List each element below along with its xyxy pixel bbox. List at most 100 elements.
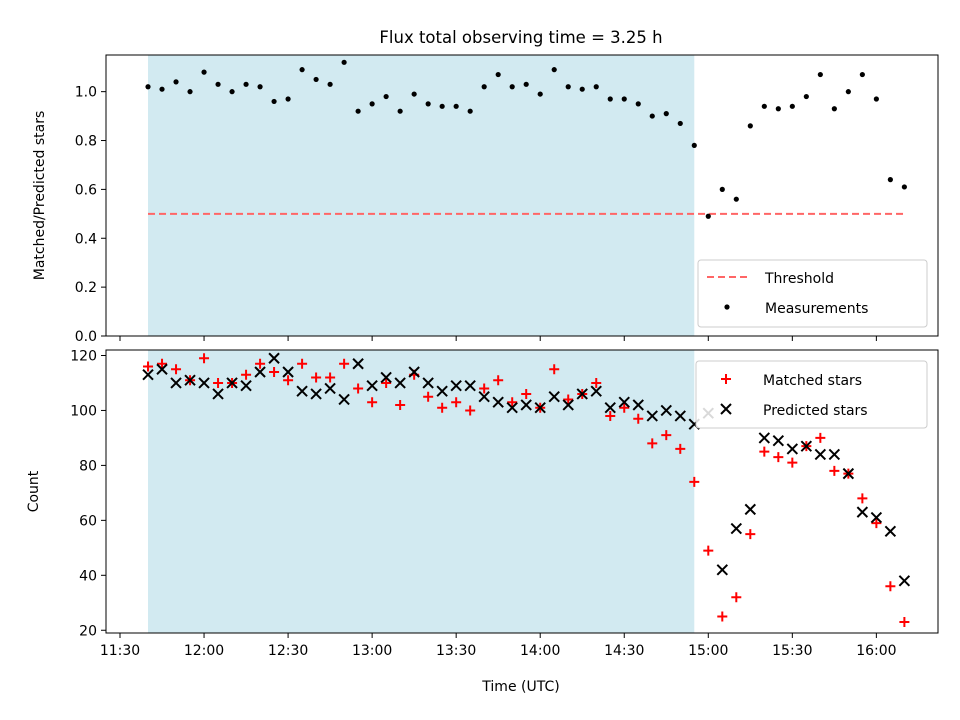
measurement-point <box>747 123 753 129</box>
legend-box <box>695 360 928 429</box>
matched-star-point <box>451 397 462 408</box>
measurement-point <box>761 103 767 109</box>
matched-star-point <box>661 430 672 441</box>
matched-star-point <box>437 402 448 413</box>
x-tick-label: 14:00 <box>520 643 560 659</box>
x-tick-label: 13:00 <box>352 643 392 659</box>
measurement-point <box>593 84 599 90</box>
matched-star-point <box>857 493 868 504</box>
predicted-star-point <box>338 393 350 406</box>
predicted-star-point <box>296 385 308 397</box>
x-tick-label: 13:30 <box>436 643 476 659</box>
matched-star-point <box>423 391 434 402</box>
matched-star-point <box>255 358 266 369</box>
matched-star-point <box>213 377 224 388</box>
measurement-point <box>229 89 235 95</box>
matched-star-point <box>871 518 882 529</box>
matched-star-point <box>269 366 280 377</box>
measurement-point <box>789 103 795 109</box>
matched-star-point <box>465 405 476 416</box>
matched-star-point <box>199 353 210 364</box>
predicted-star-point <box>884 525 897 538</box>
predicted-star-point <box>310 388 322 400</box>
predicted-star-point <box>380 371 392 384</box>
measurement-point <box>215 81 221 87</box>
matched-star-point <box>689 476 700 487</box>
axes-frame-bottom <box>105 349 939 634</box>
measurement-point <box>439 103 445 109</box>
legend-measurement-label: Measurements <box>765 301 868 317</box>
y-tick-label-top: 0.2 <box>75 280 97 296</box>
matched-star-point <box>339 358 350 369</box>
predicted-star-point <box>366 380 378 392</box>
predicted-star-point <box>352 358 364 370</box>
predicted-star-point <box>142 369 154 381</box>
predicted-star-point <box>716 564 729 576</box>
measurement-point <box>467 108 473 114</box>
predicted-star-point <box>576 388 588 400</box>
matched-star-point <box>703 545 714 556</box>
matched-star-point <box>283 375 294 386</box>
predicted-star-point <box>282 366 294 378</box>
legend-top: Threshold Measurements <box>697 259 928 328</box>
measurement-point <box>663 111 669 117</box>
matched-star-point <box>787 457 798 468</box>
measurement-point <box>621 96 627 102</box>
measurement-point <box>607 96 613 102</box>
predicted-star-point <box>520 399 532 411</box>
figure-title: Flux total observing time = 3.25 h <box>379 28 662 47</box>
measurement-point <box>845 89 851 95</box>
measurement-point <box>355 108 361 114</box>
matched-star-point <box>899 617 910 628</box>
measurement-point <box>341 59 347 65</box>
matched-star-point <box>745 529 756 540</box>
x-tick-label: 12:30 <box>268 643 308 659</box>
matched-star-point <box>241 369 252 380</box>
matched-star-point <box>353 383 364 394</box>
measurement-point <box>719 186 725 192</box>
x-tick-label: 16:00 <box>856 643 896 659</box>
matched-star-point <box>297 358 308 369</box>
matched-star-point <box>521 388 532 399</box>
legend-predicted-label: Predicted stars <box>763 403 868 419</box>
legend-predicted-swatch <box>720 403 732 415</box>
legend-matched-label: Matched stars <box>763 373 862 389</box>
matched-star-point <box>367 397 378 408</box>
measurement-point <box>383 93 389 100</box>
predicted-star-point <box>548 391 560 403</box>
x-tick-label: 14:30 <box>604 643 644 659</box>
predicted-star-point <box>660 404 672 417</box>
measurement-point <box>551 67 557 73</box>
predicted-star-point <box>730 522 743 535</box>
predicted-star-point <box>772 434 785 447</box>
predicted-star-point <box>394 377 406 389</box>
y-tick-label-bottom: 60 <box>79 513 97 529</box>
measurement-point <box>327 81 333 87</box>
measurement-point <box>733 196 739 202</box>
top-panel: 0.0 0.2 0.4 0.6 0.8 1.0 Matched/Predicted star… <box>32 54 939 345</box>
measurement-point <box>425 101 431 107</box>
x-axis-label: Time (UTC) <box>481 679 559 695</box>
measurement-point <box>187 89 193 95</box>
measurement-point <box>299 67 305 73</box>
predicted-star-point <box>674 410 686 422</box>
x-tick-label: 15:30 <box>772 643 812 659</box>
y-axis-label-bottom: Count <box>26 470 42 512</box>
predicted-star-point <box>870 511 883 524</box>
predicted-star-point <box>534 401 546 414</box>
predicted-star-point <box>856 506 869 518</box>
predicted-star-point <box>562 399 574 411</box>
predicted-star-point <box>506 401 518 414</box>
predicted-star-point <box>758 432 771 444</box>
predicted-star-point <box>786 443 799 455</box>
measurement-point <box>677 120 683 127</box>
y-axis-label-top: Matched/Predicted stars <box>32 111 48 281</box>
y-tick-label-bottom: 80 <box>79 458 97 474</box>
measurement-point <box>537 91 543 97</box>
measurement-point <box>453 103 459 109</box>
y-tick-label-bottom: 100 <box>70 403 97 419</box>
legend-matched-swatch <box>721 374 731 384</box>
matched-star-point <box>549 364 560 375</box>
measurement-point <box>873 96 879 102</box>
